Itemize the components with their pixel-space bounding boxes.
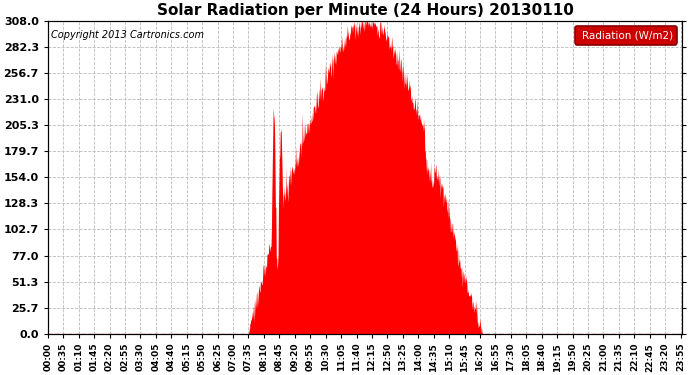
Text: Copyright 2013 Cartronics.com: Copyright 2013 Cartronics.com: [51, 30, 204, 40]
Title: Solar Radiation per Minute (24 Hours) 20130110: Solar Radiation per Minute (24 Hours) 20…: [157, 3, 573, 18]
Legend: Radiation (W/m2): Radiation (W/m2): [575, 26, 677, 45]
